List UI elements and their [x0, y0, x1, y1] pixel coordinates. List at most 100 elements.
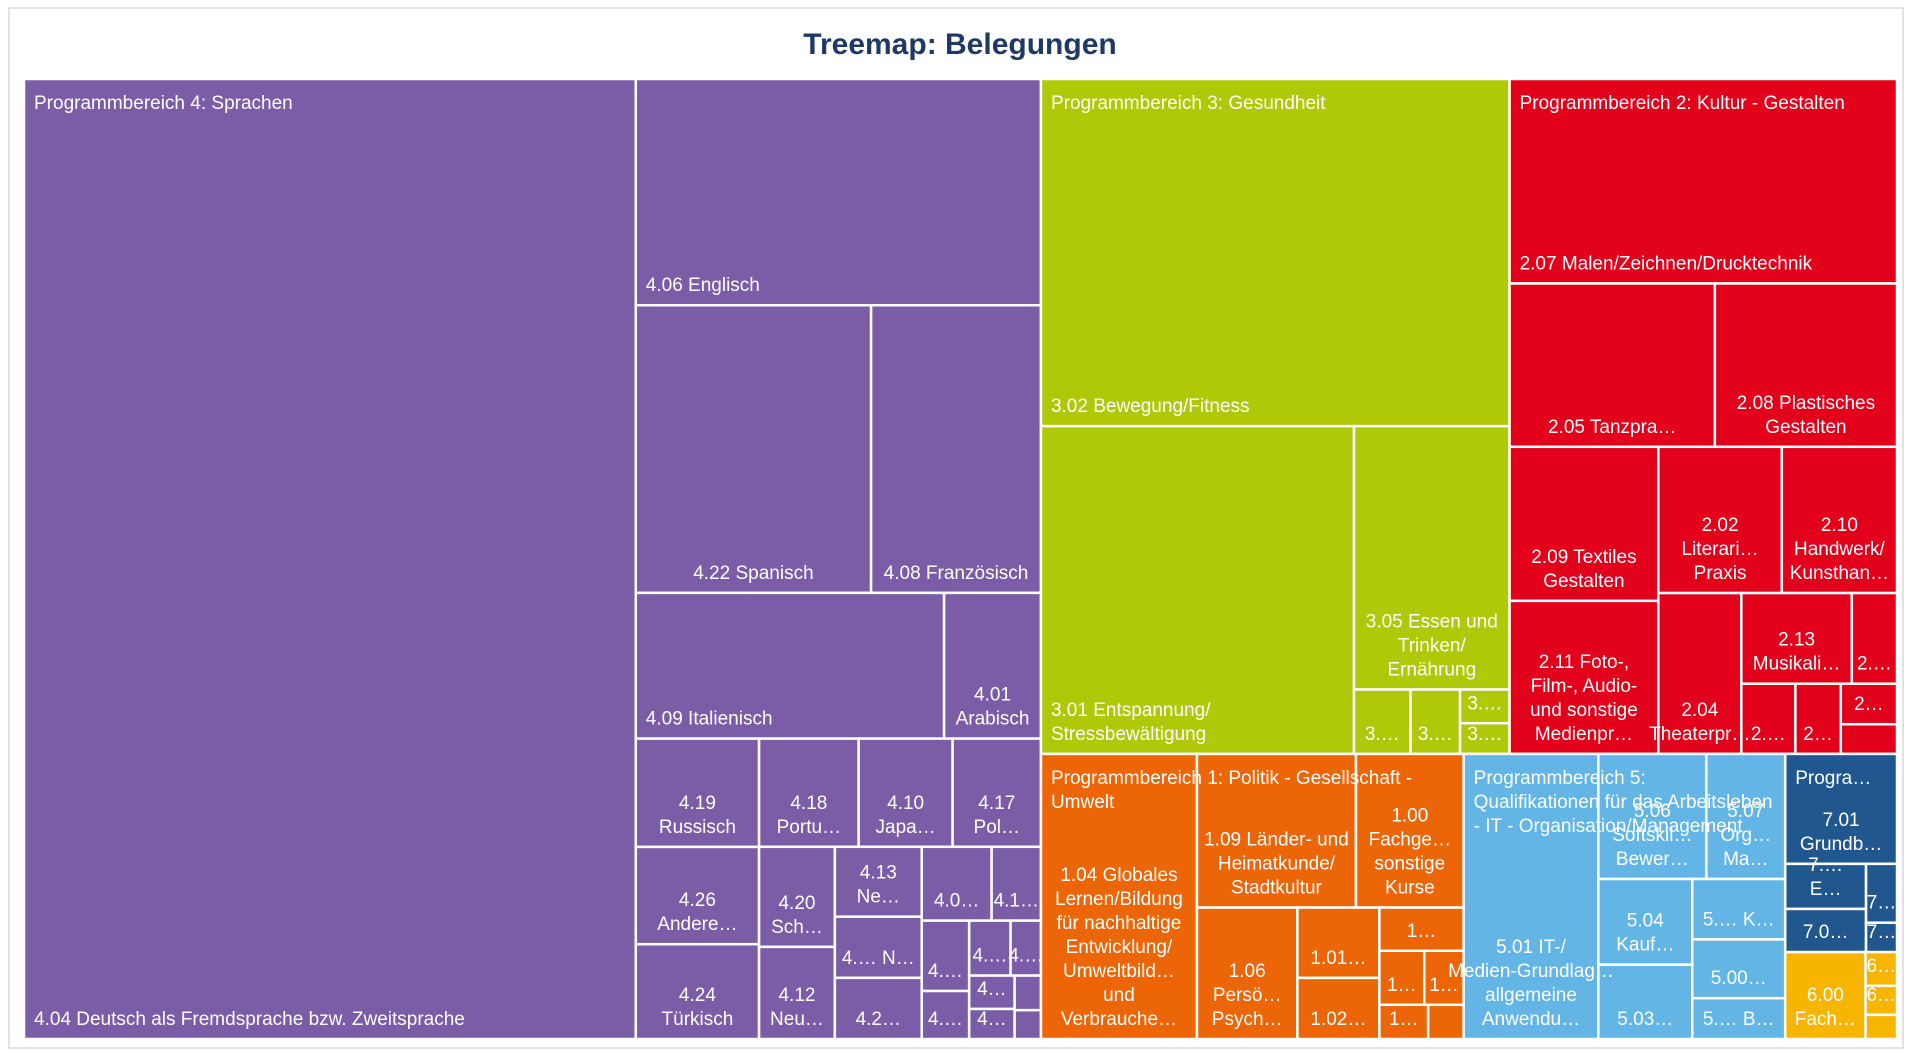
- tile: [1378, 1003, 1430, 1041]
- tile: [634, 591, 946, 740]
- tile: [1864, 862, 1899, 924]
- tile-label: 2.05 Tanzpra…: [1548, 417, 1677, 438]
- tile-label: 4.08 Französisch: [884, 563, 1029, 584]
- tile: [1378, 906, 1465, 953]
- tile: [1690, 938, 1787, 1000]
- tile-label: 7…: [1867, 893, 1897, 914]
- tile-label: 1.01…: [1310, 948, 1366, 969]
- tile: [1508, 282, 1717, 449]
- chart-title: Treemap: Belegungen: [803, 28, 1116, 61]
- tile-label: 4.04 Deutsch als Fremdsprache bzw. Zweit…: [34, 1009, 465, 1030]
- tile: [1296, 906, 1381, 980]
- tile-label: 3.…: [1467, 724, 1502, 745]
- tile: [1508, 445, 1660, 603]
- tile: [990, 845, 1043, 922]
- tile-label: 4.…: [928, 1009, 963, 1030]
- tile: [1508, 77, 1899, 285]
- group-label: Programmbereich 5: Qualifikationen für da…: [1474, 768, 1773, 837]
- tile: [1296, 976, 1381, 1041]
- tile-label: 5.… B…: [1703, 1009, 1775, 1030]
- tile-label: 6.00 Fach…: [1795, 985, 1856, 1030]
- tile: [1864, 921, 1899, 954]
- tile-label: 5.03…: [1617, 1009, 1673, 1030]
- tile-label: 2.09 Textiles Gestalten: [1531, 547, 1636, 592]
- tile-label: 2.07 Malen/Zeichnen/Drucktechnik: [1520, 253, 1813, 274]
- tile-label: 2.11 Foto-, Film-, Audio-und sonstige Medi…: [1530, 652, 1638, 745]
- tile: [1352, 424, 1511, 691]
- tile-label: 4.24 Türkisch: [662, 985, 734, 1030]
- tile: [1864, 1013, 1899, 1041]
- tile: [634, 77, 1043, 307]
- tile-label: 7.… E…: [1808, 855, 1843, 900]
- tile: [833, 915, 923, 980]
- tile: [1839, 682, 1899, 726]
- tile: [857, 737, 954, 849]
- tile: [1657, 591, 1743, 756]
- tile: [1690, 996, 1787, 1041]
- tile-label: 3.02 Bewegung/Fitness: [1051, 396, 1250, 417]
- tile-label: 4.22 Spanisch: [693, 563, 813, 584]
- tile-label: 2…: [1854, 694, 1884, 715]
- tile-label: 2.13 Musikali…: [1753, 630, 1841, 675]
- tile: [757, 845, 837, 949]
- tile-label: 4.26 Andere…: [657, 890, 737, 935]
- tile-label: 1.06 Persö… Psych…: [1212, 961, 1283, 1030]
- tile: [1195, 752, 1358, 909]
- tile-label: 4.…: [1008, 946, 1043, 967]
- tile: [1013, 1008, 1043, 1041]
- tile-label: 2.10 Handwerk/Kunsthan…: [1790, 515, 1889, 584]
- tile: [1039, 77, 1511, 428]
- tile: [1783, 950, 1867, 1041]
- tile: [1426, 1003, 1465, 1041]
- tile: [1839, 722, 1899, 756]
- tile-label: 4.0…: [934, 891, 979, 912]
- group-label: Programmbereich 1: Politik - Gesellschaf…: [1051, 768, 1412, 813]
- group-label: Programmbereich 3: Gesundheit: [1051, 93, 1326, 114]
- tile: [1508, 599, 1660, 756]
- tile-label: 4.1…: [994, 891, 1039, 912]
- tile-label: 1…: [1387, 975, 1417, 996]
- tile-label: 4.06 Englisch: [646, 275, 760, 296]
- tile: [833, 845, 923, 918]
- tile: [1780, 445, 1899, 595]
- tile: [1462, 752, 1600, 1041]
- tile-label: 4.10 Japa…: [876, 793, 936, 838]
- tile-label: 5.… K…: [1703, 909, 1775, 930]
- tile-label: 5.06 Softskil… Bewer…: [1612, 801, 1692, 870]
- tile: [1783, 752, 1899, 866]
- tile-label: 1…: [1429, 975, 1459, 996]
- tile-label: 5.07 Org… Ma…: [1720, 801, 1771, 870]
- group-label: Programmbereich 2: Kultur - Gestalten: [1520, 93, 1845, 114]
- tile: [967, 919, 1012, 977]
- tile-label: 3.01 Entspannung/Stressbewältigung: [1051, 700, 1211, 745]
- tile: [1195, 906, 1299, 1041]
- tile-label: 4.01 Arabisch: [956, 685, 1030, 730]
- tile: [869, 303, 1043, 595]
- tile-label: 4.… N…: [842, 948, 915, 969]
- tile-label: 4.…: [928, 961, 963, 982]
- tile-label: 4.12 Neu…: [770, 985, 824, 1030]
- tile-label: 2.08 Plastisches Gestalten: [1737, 393, 1875, 438]
- tile-label: 6…: [1866, 985, 1896, 1006]
- tile-label: 1…: [1389, 1009, 1419, 1030]
- tile: [1850, 591, 1899, 685]
- tile: [634, 737, 761, 849]
- tile-label: 1.02…: [1310, 1009, 1366, 1030]
- tile-label: 4.…: [972, 946, 1007, 967]
- tile-label: 2.04 Theaterpr…: [1649, 700, 1750, 745]
- group-label: Progra…: [1795, 768, 1871, 789]
- tile-label: 2.…: [1857, 654, 1892, 675]
- tile: [634, 303, 873, 595]
- tile-label: 4.09 Italienisch: [646, 709, 773, 730]
- tile-label: 4.20 Sch…: [771, 893, 823, 938]
- tile: [920, 845, 993, 922]
- tile-label: 4.13 Ne…: [857, 863, 900, 908]
- tile-label: 1.04 Globales Lernen/Bildung für nachhalti…: [1055, 865, 1183, 1030]
- tile: [1690, 877, 1787, 941]
- tile-label: 4.17 Pol…: [974, 793, 1020, 838]
- tile-label: 6…: [1866, 956, 1896, 977]
- tile-label: 7…: [1867, 922, 1897, 943]
- tile-label: 3.…: [1467, 693, 1502, 714]
- tile: [22, 77, 638, 1041]
